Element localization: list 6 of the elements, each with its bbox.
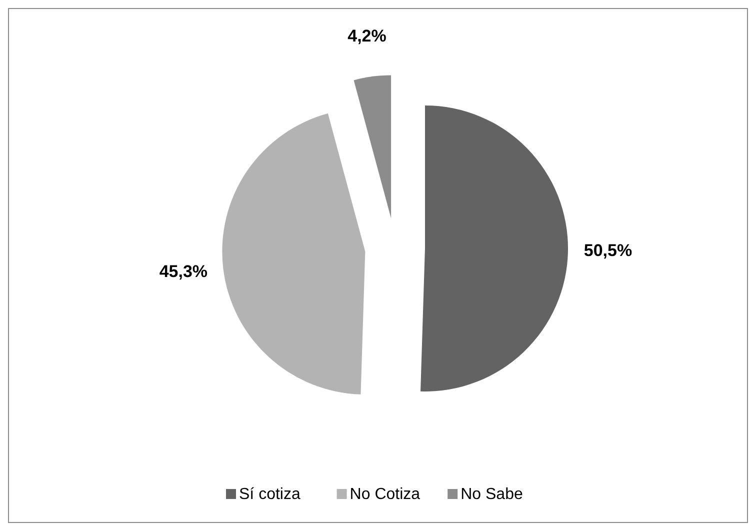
legend-label: No Cotiza: [350, 486, 420, 504]
data-label: 4,2%: [348, 26, 386, 46]
data-label: 45,3%: [159, 262, 208, 282]
data-label: 50,5%: [584, 240, 632, 260]
legend-label: Sí cotiza: [239, 486, 300, 504]
legend-label: No Sabe: [460, 486, 523, 504]
